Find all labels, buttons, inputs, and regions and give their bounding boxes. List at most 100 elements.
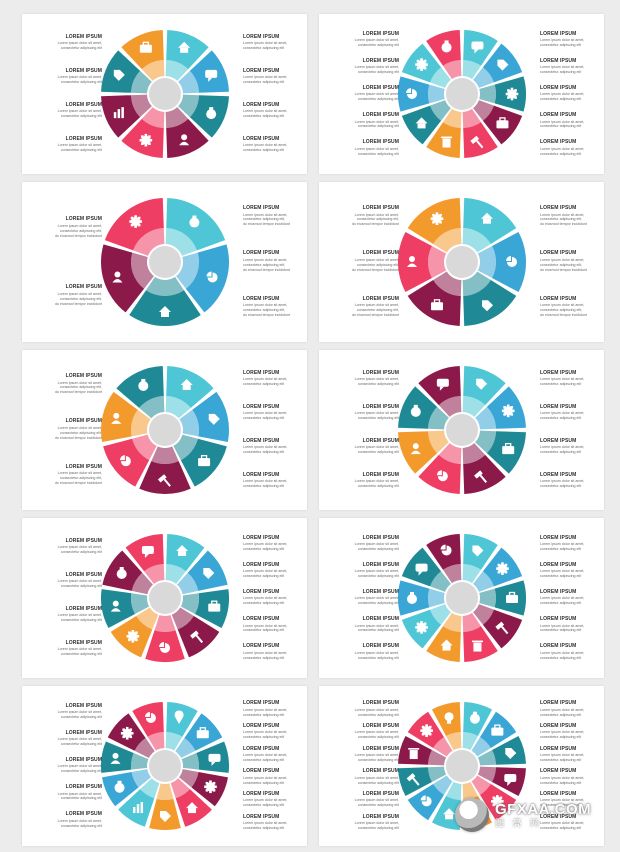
tag-icon [113,69,125,81]
text-block: LOREM IPSUM Lorem ipsum dolor sit amet, co… [540,791,602,808]
infographic-slide: LOREM IPSUM Lorem ipsum dolor sit amet, co… [22,14,307,174]
text-block-title: LOREM IPSUM [243,790,280,797]
chat-icon [471,41,484,54]
text-block-body: consectetur adipiscing elit [243,803,285,808]
gear-icon [420,724,433,737]
home-icon [415,117,428,129]
text-block-body: consectetur adipiscing elit [60,584,102,589]
text-block-body: do eiusmod tempor incididunt [55,390,102,395]
text-block-body: consectetur adipiscing elit [60,114,102,119]
cycle-segment-inner [133,228,165,256]
cycle-segment-inner [428,84,445,104]
text-block-body: consectetur adipiscing elit, [59,296,102,301]
text-block-title: LOREM IPSUM [65,571,102,578]
text-block-body: consectetur adipiscing elit [357,628,399,633]
text-block-title: LOREM IPSUM [243,101,280,108]
text-block-title: LOREM IPSUM [540,745,577,752]
text-block-body: Lorem ipsum dolor sit amet, [354,257,399,262]
cycle-segment-inner [430,100,451,121]
pie-icon [159,642,170,653]
home-icon [176,545,189,557]
text-block-body: Lorem ipsum dolor sit amet, [57,579,102,584]
text-block-body: do eiusmod tempor incididunt [540,312,587,317]
pie-icon [436,470,448,482]
right-text-column: LOREM IPSUM Lorem ipsum dolor sit amet, co… [243,518,305,678]
cycle-diagram [398,366,526,494]
text-block-title: LOREM IPSUM [540,57,577,64]
infographic-slide: LOREM IPSUM Lorem ipsum dolor sit amet, co… [319,350,604,510]
cycle-segment-inner [171,607,194,630]
money-bag-icon [138,378,149,391]
text-block-title: LOREM IPSUM [362,30,399,37]
cycle-segment-inner [477,246,496,278]
text-block-body: Lorem ipsum dolor sit amet, [540,303,585,308]
text-block-body: consectetur adipiscing elit [357,601,399,606]
text-block-title: LOREM IPSUM [362,84,399,91]
text-block-body: Lorem ipsum dolor sit amet, [354,212,399,217]
text-block: LOREM IPSUM Lorem ipsum dolor sit amet, co… [540,31,602,48]
text-block-title: LOREM IPSUM [362,139,399,146]
text-block-body: Lorem ipsum dolor sit amet, [540,92,585,97]
text-block-body: consectetur adipiscing elit [243,546,285,551]
bin-icon [471,640,483,652]
cycle-center [446,750,478,782]
text-block-body: do eiusmod tempor incididunt [55,301,102,306]
gear-icon [139,133,153,147]
text-block-body: Lorem ipsum dolor sit amet, [57,710,102,714]
text-block-body: consectetur adipiscing elit [60,796,102,801]
text-block-body: Lorem ipsum dolor sit amet, [354,411,399,416]
cycle-segment-inner [462,732,478,751]
text-block-title: LOREM IPSUM [243,437,280,444]
text-block-body: do eiusmod tempor incididunt [540,222,587,227]
cycle-segment-inner [462,396,486,417]
chat-icon [141,546,154,559]
text-block-body: Lorem ipsum dolor sit amet, [540,38,585,42]
briefcase-icon [196,727,209,739]
gear-icon [430,212,444,225]
text-block: LOREM IPSUM Lorem ipsum dolor sit amet, co… [540,701,602,717]
right-text-column: LOREM IPSUM Lorem ipsum dolor sit amet, co… [243,686,305,846]
cycle-segment-inner [428,766,447,782]
text-block-title: LOREM IPSUM [540,437,577,444]
tag-icon [208,413,220,425]
text-block-body: Lorem ipsum dolor sit amet, [540,212,585,217]
text-block-body: consectetur adipiscing elit [357,416,399,421]
cycle-center [446,246,478,278]
text-block-title: LOREM IPSUM [540,403,577,410]
cycle-segment-inner [180,593,199,614]
text-block-body: Lorem ipsum dolor sit amet, [57,109,102,114]
cycle-center [149,246,181,278]
cycle-segment-inner [475,406,496,430]
left-text-column: LOREM IPSUM Lorem ipsum dolor sit amet, co… [40,182,102,342]
text-block-body: Lorem ipsum dolor sit amet, [243,479,288,484]
text-block-body: consectetur adipiscing elit [540,628,582,633]
cycle-center [446,414,478,446]
chat-icon [504,773,517,786]
cycle-segment-inner [134,738,155,758]
text-block-body: consectetur adipiscing elit [243,46,285,51]
text-block-title: LOREM IPSUM [65,605,102,612]
text-block-body: Lorem ipsum dolor sit amet, [243,596,288,601]
cycle-segment-inner [430,604,451,625]
cycle-segment-inner [438,443,462,464]
cycle-segment-inner [131,70,152,94]
text-block-body: consectetur adipiscing elit [357,151,399,156]
text-block-body: consectetur adipiscing elit [243,484,285,489]
cycle-segment [398,231,432,293]
text-block: LOREM IPSUM Lorem ipsum dolor sit amet, co… [243,437,305,455]
text-block: LOREM IPSUM Lorem ipsum dolor sit amet, co… [540,437,602,455]
text-block: LOREM IPSUM Lorem ipsum dolor sit amet, co… [40,374,102,395]
text-block-body: consectetur adipiscing elit [357,757,399,762]
text-block-body: consectetur adipiscing elit, [243,262,286,267]
text-block-body: Lorem ipsum dolor sit amet, [354,650,399,655]
text-block-body: consectetur adipiscing elit [540,382,582,387]
home-icon [481,212,493,224]
gear-icon [415,58,428,71]
text-block-body: Lorem ipsum dolor sit amet, [243,143,288,148]
text-block-title: LOREM IPSUM [243,745,280,752]
cycle-segment-inner [430,571,451,592]
cycle-segment-inner [473,571,494,592]
gear-icon [491,795,504,808]
text-block-body: consectetur adipiscing elit [60,742,102,747]
right-text-column: LOREM IPSUM Lorem ipsum dolor sit amet, co… [243,182,305,342]
